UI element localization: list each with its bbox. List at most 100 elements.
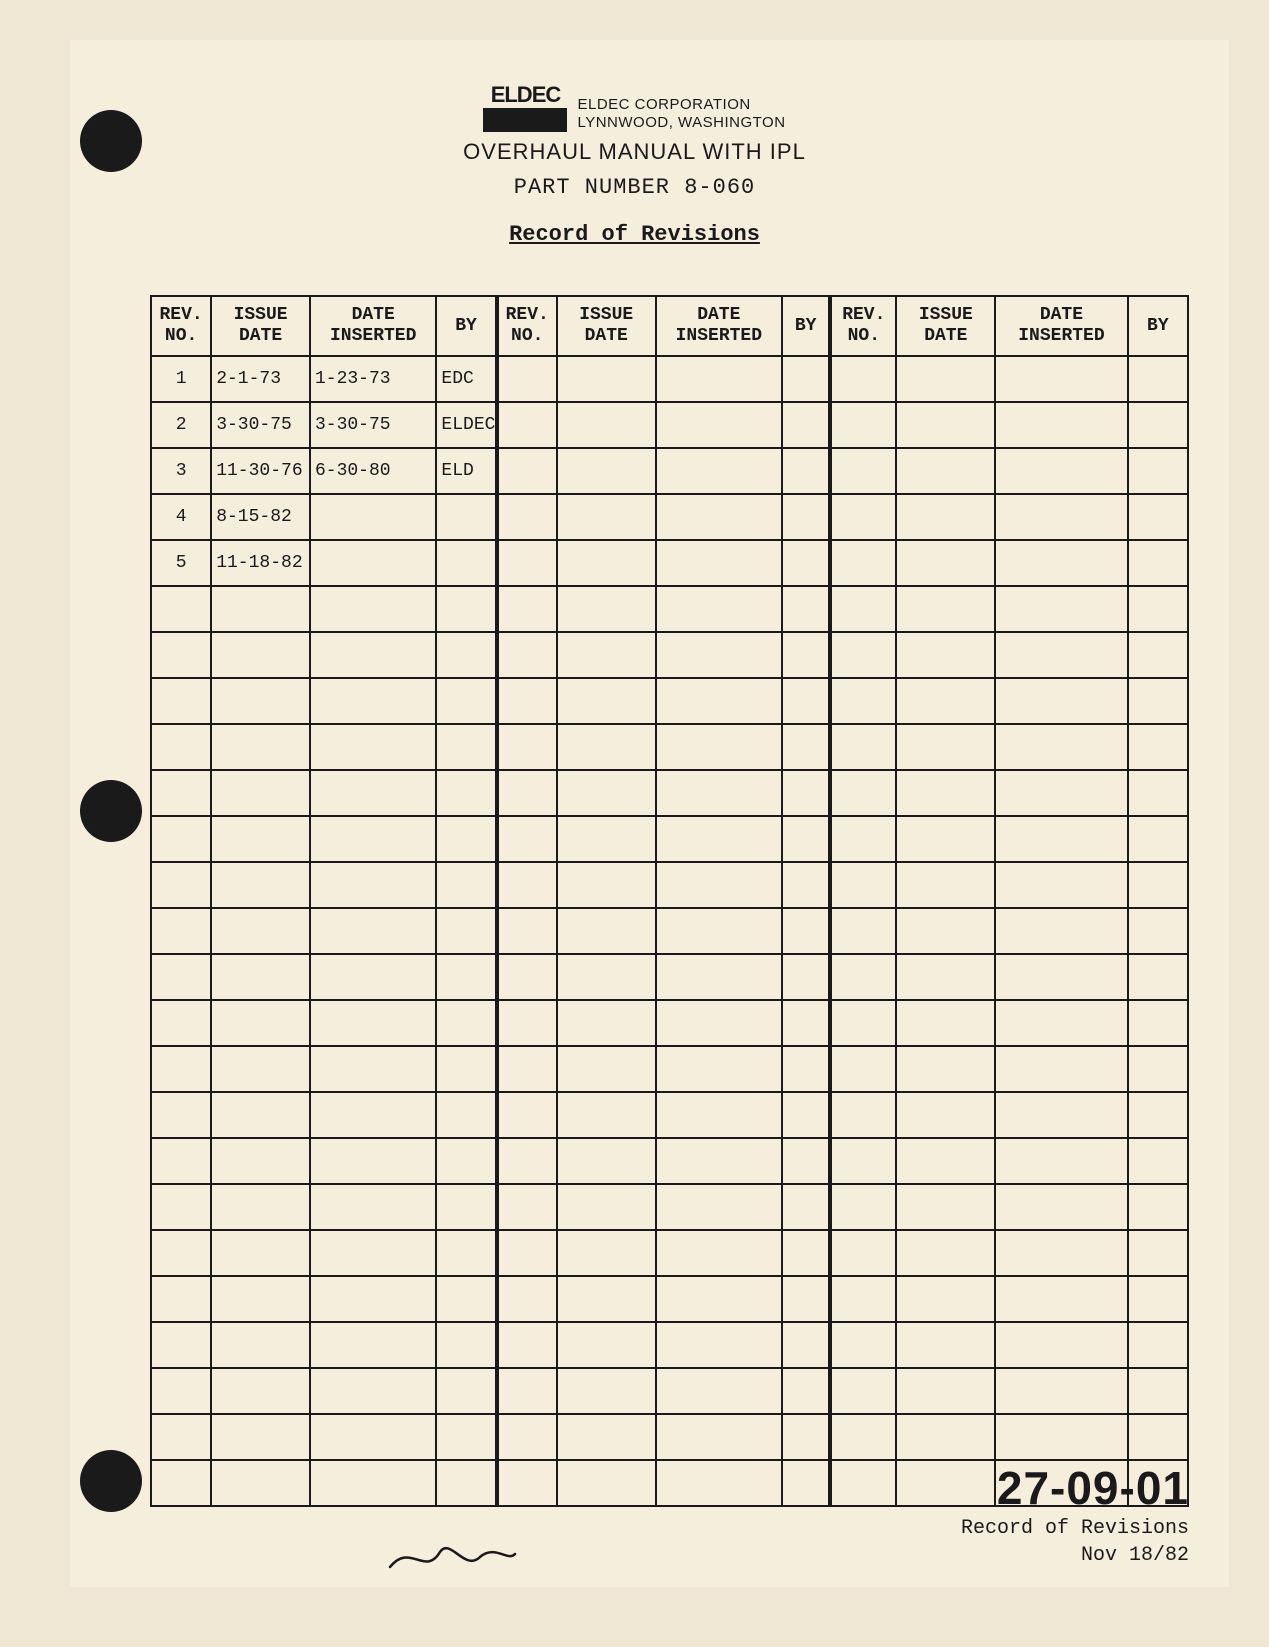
cell-issue xyxy=(896,1230,995,1276)
cell-by xyxy=(782,448,830,494)
cell-inserted xyxy=(310,540,436,586)
cell-rev xyxy=(497,678,557,724)
cell-rev xyxy=(830,402,896,448)
cell-rev xyxy=(497,586,557,632)
table-row xyxy=(151,1322,1188,1368)
cell-issue xyxy=(896,1092,995,1138)
cell-rev: 5 xyxy=(151,540,211,586)
cell-rev xyxy=(497,540,557,586)
cell-by xyxy=(1128,1368,1188,1414)
cell-rev xyxy=(497,1000,557,1046)
col-inserted: DATEINSERTED xyxy=(656,296,782,356)
cell-inserted xyxy=(656,586,782,632)
cell-by xyxy=(1128,586,1188,632)
cell-rev xyxy=(830,1460,896,1506)
cell-inserted xyxy=(310,586,436,632)
cell-rev xyxy=(151,1322,211,1368)
cell-issue xyxy=(557,724,656,770)
cell-issue xyxy=(896,724,995,770)
cell-inserted: 3-30-75 xyxy=(310,402,436,448)
cell-inserted xyxy=(995,1414,1127,1460)
cell-issue xyxy=(211,586,310,632)
cell-rev xyxy=(497,862,557,908)
cell-inserted xyxy=(310,770,436,816)
cell-rev xyxy=(830,1138,896,1184)
cell-inserted xyxy=(656,1092,782,1138)
cell-by: ELDEC xyxy=(436,402,496,448)
table-row xyxy=(151,816,1188,862)
cell-rev xyxy=(830,1276,896,1322)
cell-issue xyxy=(896,1276,995,1322)
table-row xyxy=(151,1184,1188,1230)
cell-inserted xyxy=(995,1322,1127,1368)
cell-by xyxy=(1128,678,1188,724)
cell-by xyxy=(782,678,830,724)
cell-inserted xyxy=(995,356,1127,402)
cell-rev xyxy=(497,1230,557,1276)
cell-inserted xyxy=(656,1046,782,1092)
company-info: ELDEC CORPORATION LYNNWOOD, WASHINGTON xyxy=(577,96,785,132)
cell-inserted xyxy=(310,1092,436,1138)
table-row xyxy=(151,632,1188,678)
cell-inserted xyxy=(656,678,782,724)
cell-issue xyxy=(896,632,995,678)
cell-rev xyxy=(151,1276,211,1322)
cell-issue xyxy=(211,1184,310,1230)
cell-rev xyxy=(497,632,557,678)
cell-rev xyxy=(151,954,211,1000)
cell-issue: 3-30-75 xyxy=(211,402,310,448)
cell-inserted xyxy=(310,1414,436,1460)
revisions-table: REV.NO. ISSUEDATE DATEINSERTED BY REV.NO… xyxy=(150,295,1189,1507)
cell-by xyxy=(782,586,830,632)
cell-by: EDC xyxy=(436,356,496,402)
section-code: 27-09-01 xyxy=(961,1461,1189,1515)
cell-issue xyxy=(557,586,656,632)
cell-by xyxy=(782,908,830,954)
punch-hole-icon xyxy=(80,780,142,842)
cell-rev xyxy=(151,1184,211,1230)
cell-issue xyxy=(896,586,995,632)
cell-by xyxy=(782,1000,830,1046)
cell-by xyxy=(782,1230,830,1276)
cell-inserted xyxy=(310,1230,436,1276)
cell-rev xyxy=(497,402,557,448)
cell-inserted xyxy=(656,862,782,908)
cell-issue xyxy=(211,1092,310,1138)
cell-rev xyxy=(830,678,896,724)
cell-inserted xyxy=(310,1322,436,1368)
cell-by xyxy=(436,1230,496,1276)
cell-by xyxy=(782,724,830,770)
col-by: BY xyxy=(782,296,830,356)
cell-inserted xyxy=(995,494,1127,540)
cell-issue xyxy=(557,1000,656,1046)
cell-by xyxy=(1128,954,1188,1000)
cell-inserted xyxy=(995,540,1127,586)
cell-inserted xyxy=(995,1276,1127,1322)
logo-text: ELDEC xyxy=(483,82,567,108)
table-row xyxy=(151,724,1188,770)
cell-issue xyxy=(211,1000,310,1046)
col-inserted: DATEINSERTED xyxy=(995,296,1127,356)
cell-by xyxy=(436,1138,496,1184)
cell-rev xyxy=(151,678,211,724)
cell-by xyxy=(1128,816,1188,862)
cell-by xyxy=(1128,724,1188,770)
cell-by xyxy=(1128,632,1188,678)
cell-inserted xyxy=(656,1184,782,1230)
cell-rev xyxy=(151,1368,211,1414)
cell-inserted xyxy=(995,1230,1127,1276)
cell-rev xyxy=(830,586,896,632)
cell-by xyxy=(782,402,830,448)
table-row xyxy=(151,1368,1188,1414)
cell-by xyxy=(1128,494,1188,540)
footer-date: Nov 18/82 xyxy=(961,1544,1189,1567)
cell-issue xyxy=(557,1414,656,1460)
cell-issue xyxy=(557,1184,656,1230)
cell-inserted xyxy=(310,816,436,862)
cell-by xyxy=(782,1368,830,1414)
table-row xyxy=(151,678,1188,724)
cell-by xyxy=(1128,1092,1188,1138)
cell-issue xyxy=(557,816,656,862)
cell-issue xyxy=(557,862,656,908)
cell-inserted xyxy=(656,770,782,816)
